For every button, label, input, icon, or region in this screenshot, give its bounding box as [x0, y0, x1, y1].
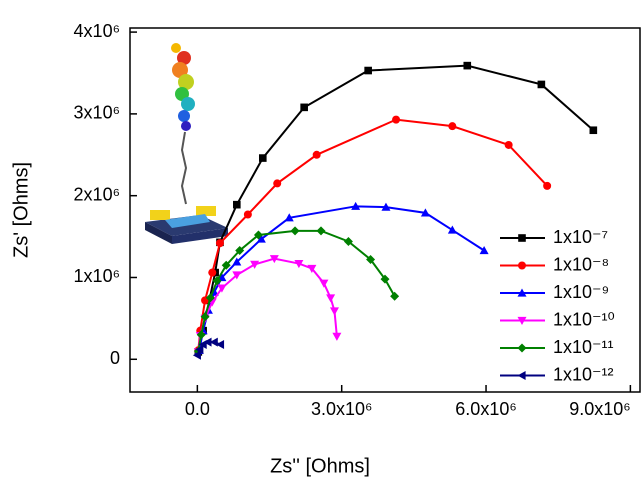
- marker: [364, 66, 372, 75]
- marker: [215, 239, 224, 248]
- legend-marker: [518, 261, 526, 270]
- legend-label: 1x10⁻⁷: [553, 227, 608, 247]
- y-tick-label: 3x10⁶: [74, 103, 120, 123]
- marker: [307, 264, 317, 273]
- series-line: [198, 205, 485, 351]
- marker: [243, 210, 252, 219]
- marker: [294, 259, 304, 269]
- marker: [537, 80, 546, 89]
- marker: [390, 291, 400, 301]
- marker: [235, 245, 245, 255]
- marker: [392, 115, 401, 124]
- marker: [192, 350, 201, 360]
- plot-frame: [129, 27, 641, 393]
- marker: [209, 337, 218, 347]
- y-tick-label: 1x10⁶: [74, 266, 120, 286]
- marker: [195, 344, 204, 354]
- marker: [420, 208, 430, 217]
- legend-label: 1x10⁻¹¹: [553, 337, 614, 357]
- marker: [256, 234, 266, 243]
- marker: [215, 340, 225, 350]
- y-tick-label: 4x10⁶: [74, 21, 120, 41]
- legend-label: 1x10⁻⁹: [553, 282, 609, 302]
- marker: [380, 274, 390, 284]
- marker: [232, 271, 242, 280]
- marker: [316, 226, 326, 236]
- marker: [589, 126, 598, 135]
- legend-marker: [517, 343, 527, 353]
- marker: [284, 213, 294, 222]
- y-axis-label: Zs' [Ohms]: [10, 162, 32, 258]
- marker: [212, 276, 222, 286]
- legend-marker: [517, 371, 526, 380]
- y-tick-label: 0: [110, 348, 120, 368]
- marker: [326, 294, 336, 303]
- marker: [504, 140, 513, 149]
- y-tick-label: 2x10⁶: [74, 184, 120, 204]
- legend-marker: [517, 288, 527, 297]
- marker: [273, 179, 282, 188]
- marker: [203, 337, 212, 347]
- series-line: [197, 118, 548, 351]
- legend-marker: [517, 316, 527, 325]
- marker: [300, 103, 308, 112]
- legend-label: 1x10⁻⁸: [553, 254, 609, 274]
- marker: [447, 225, 457, 234]
- marker: [233, 200, 241, 209]
- marker: [205, 293, 215, 303]
- marker: [232, 257, 242, 266]
- marker: [312, 150, 321, 159]
- legend-marker: [518, 234, 526, 242]
- marker: [479, 245, 489, 255]
- marker: [381, 202, 391, 211]
- x-tick-label: 0.0: [185, 399, 210, 419]
- marker: [463, 61, 472, 70]
- marker: [343, 236, 353, 246]
- marker: [329, 307, 339, 316]
- marker: [250, 260, 260, 269]
- x-axis-label: Zs'' [Ohms]: [270, 455, 370, 477]
- marker: [253, 230, 263, 240]
- x-tick-label: 9.0x10⁶: [569, 399, 630, 419]
- x-tick-label: 6.0x10⁶: [455, 399, 516, 419]
- marker: [217, 284, 227, 293]
- marker: [351, 201, 361, 210]
- series-line: [197, 229, 396, 352]
- marker: [221, 260, 231, 270]
- marker: [448, 122, 457, 131]
- marker: [366, 254, 376, 264]
- legend-label: 1x10⁻¹⁰: [553, 309, 615, 329]
- marker: [290, 226, 300, 236]
- series-line: [197, 257, 338, 353]
- marker: [200, 312, 210, 322]
- marker: [543, 181, 552, 190]
- marker: [208, 268, 217, 277]
- legend-label: 1x10⁻¹²: [553, 364, 614, 384]
- x-tick-label: 3.0x10⁶: [311, 399, 372, 419]
- marker: [332, 332, 342, 341]
- marker: [196, 330, 206, 340]
- inset-illustration: [145, 43, 228, 244]
- marker: [258, 154, 267, 162]
- marker: [319, 279, 329, 288]
- marker: [269, 255, 279, 264]
